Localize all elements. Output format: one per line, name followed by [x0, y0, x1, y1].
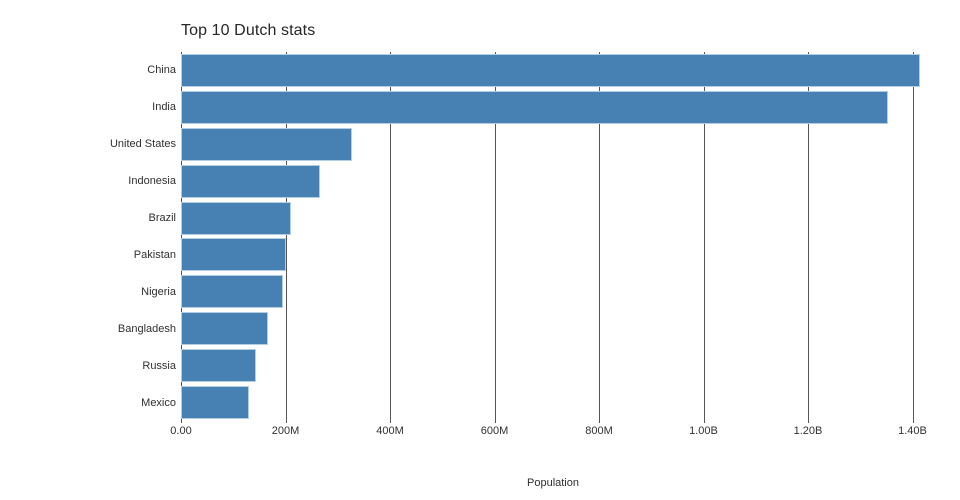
gridline — [494, 52, 496, 423]
x-tick-label: 800M — [585, 425, 613, 437]
y-label-bangladesh: Bangladesh — [117, 322, 176, 335]
y-label-mexico: Mexico — [141, 396, 176, 409]
y-axis-labels: China India United States Indonesia Brazil Pa… — [0, 52, 176, 421]
x-tick-label: 1.20B — [793, 425, 823, 437]
bar-nigeria[interactable] — [181, 275, 284, 309]
bar-india[interactable] — [181, 90, 889, 124]
bar-china[interactable] — [181, 53, 921, 87]
x-tick-label: 0.00 — [170, 425, 192, 437]
y-label-indonesia: Indonesia — [128, 175, 176, 188]
gridline — [285, 52, 287, 423]
y-label-brazil: Brazil — [148, 212, 176, 225]
bar-russia[interactable] — [181, 349, 257, 383]
x-tick-label: 600M — [480, 425, 509, 437]
bar-indonesia[interactable] — [181, 164, 321, 198]
y-label-india: India — [152, 101, 176, 114]
chart-title: Top 10 Dutch stats — [181, 22, 316, 39]
y-label-nigeria: Nigeria — [141, 285, 176, 298]
gridline — [599, 52, 600, 423]
gridline — [703, 52, 705, 423]
y-label-pakistan: Pakistan — [133, 248, 176, 261]
gridline — [181, 52, 182, 423]
x-axis-title: Population — [527, 477, 579, 489]
x-tick-label: 200M — [271, 425, 300, 437]
gridline — [390, 52, 391, 423]
plot-area — [181, 52, 925, 423]
gridline — [912, 52, 914, 423]
gridline — [808, 52, 809, 423]
x-tick-label: 1.00B — [689, 425, 718, 437]
bar-pakistan[interactable] — [181, 238, 286, 272]
x-tick-label: 1.40B — [898, 425, 927, 437]
y-label-china: China — [147, 64, 176, 77]
bar-bangladesh[interactable] — [181, 312, 268, 346]
y-label-united-states: United States — [109, 138, 176, 151]
bar-united-states[interactable] — [181, 127, 352, 161]
x-tick-label: 400M — [376, 425, 404, 437]
bar-brazil[interactable] — [181, 201, 292, 235]
x-axis-tick-labels: 0.00 200M 400M 600M 800M 1.00B 1.20B 1.40B — [170, 425, 927, 439]
bar-mexico[interactable] — [181, 386, 250, 420]
y-label-russia: Russia — [142, 359, 176, 372]
